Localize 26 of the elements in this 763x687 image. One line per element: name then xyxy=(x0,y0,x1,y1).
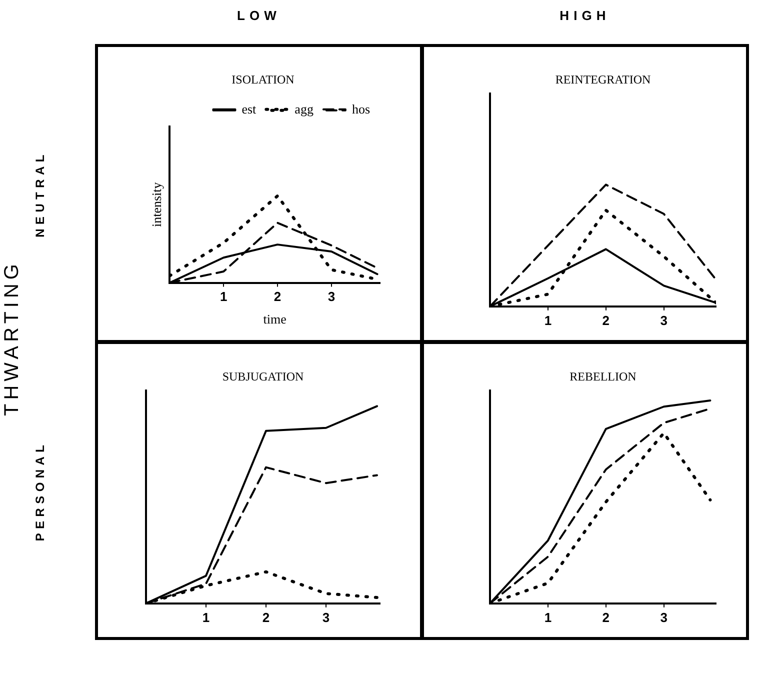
legend-label: est xyxy=(242,101,257,116)
text: PERSONAL xyxy=(32,439,48,543)
y-axis-title: intensity xyxy=(149,182,164,227)
x-tick-label: 2 xyxy=(602,610,610,625)
x-tick-label: 1 xyxy=(202,610,210,625)
x-tick-label: 2 xyxy=(274,289,282,304)
chart-title: REBELLION xyxy=(570,369,637,384)
x-tick-label: 3 xyxy=(660,610,668,625)
text: LOW xyxy=(236,7,282,25)
legend-label: agg xyxy=(294,101,314,116)
chart-title: REINTEGRATION xyxy=(555,72,651,86)
text: THWARTING xyxy=(1,259,23,418)
x-tick-label: 1 xyxy=(220,289,228,304)
x-tick-label: 3 xyxy=(322,610,330,625)
text: NEUTRAL xyxy=(32,149,48,239)
x-tick-label: 2 xyxy=(602,312,610,328)
x-tick-label: 3 xyxy=(328,289,336,304)
chart-title: SUBJUGATION xyxy=(222,369,304,384)
x-axis-title: time xyxy=(263,312,287,327)
x-tick-label: 1 xyxy=(544,610,552,625)
chart-title: ISOLATION xyxy=(232,72,295,86)
x-tick-label: 3 xyxy=(660,312,668,328)
x-tick-label: 1 xyxy=(544,312,552,328)
legend-label: hos xyxy=(352,101,370,116)
x-tick-label: 2 xyxy=(262,610,270,625)
text: HIGH xyxy=(558,7,612,25)
